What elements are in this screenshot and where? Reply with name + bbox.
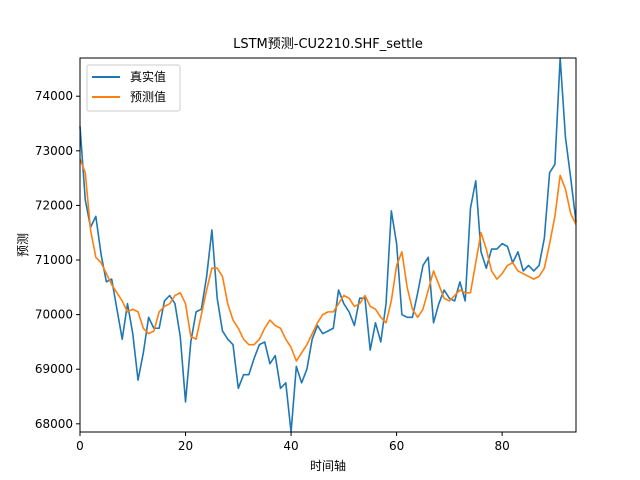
y-tick-label: 73000 [35,144,73,158]
y-tick-label: 70000 [35,308,73,322]
x-tick-label: 60 [389,439,404,453]
y-tick-label: 68000 [35,417,73,431]
y-axis-label: 预测 [16,233,30,257]
x-axis-ticks: 0 20 40 60 80 [76,432,510,453]
x-axis-label: 时间轴 [310,458,346,473]
legend-label-0: 真实值 [130,69,166,84]
y-tick-label: 74000 [35,89,73,103]
y-axis-ticks: 68000 69000 70000 71000 72000 73000 74000 [35,89,80,431]
x-tick-label: 80 [494,439,509,453]
series-line-1 [79,158,577,362]
legend-label-1: 预测值 [130,89,166,104]
series-line-0 [79,57,577,433]
plot-frame [79,57,577,433]
y-tick-label: 72000 [35,198,73,212]
y-tick-label: 71000 [35,253,73,267]
x-tick-label: 0 [76,439,84,453]
x-tick-label: 40 [283,439,298,453]
chart-title: LSTM预测-CU2210.SHF_settle [233,37,423,52]
series-layer [79,57,577,433]
y-tick-label: 69000 [35,362,73,376]
plot-area [80,58,576,432]
x-tick-label: 20 [178,439,193,453]
